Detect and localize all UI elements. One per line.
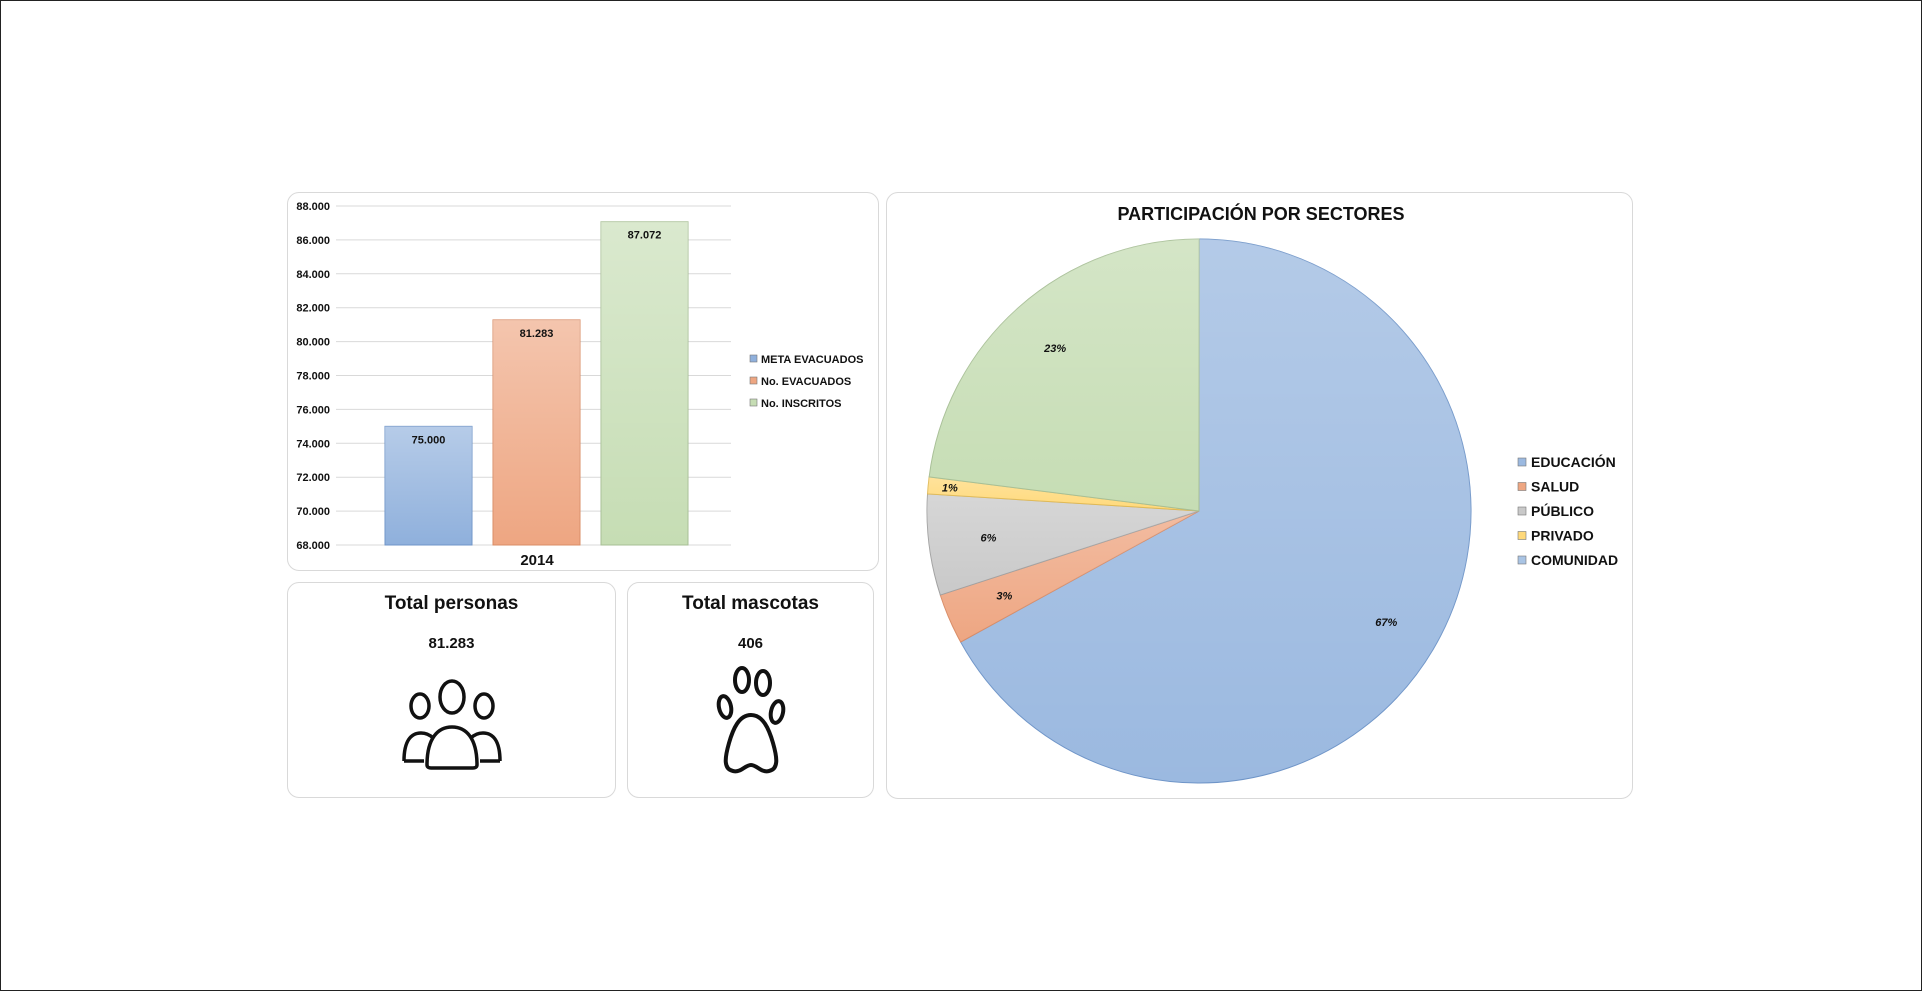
pie-legend-label: EDUCACIÓN — [1531, 453, 1616, 470]
total-persons-card: Total personas 81.283 — [287, 582, 616, 798]
pie-data-label: 1% — [942, 482, 958, 494]
pie-legend-label: PÚBLICO — [1531, 502, 1594, 519]
pie-legend-swatch — [1517, 555, 1527, 565]
y-tick-label: 86.000 — [296, 235, 330, 247]
total-persons-value: 81.283 — [428, 635, 475, 652]
bar-legend-label: No. EVACUADOS — [761, 376, 851, 388]
pie-legend-swatch — [1517, 531, 1527, 540]
pie-legend-swatch — [1517, 482, 1527, 491]
x-category-label: 2014 — [520, 552, 554, 569]
y-tick-label: 84.000 — [296, 269, 330, 281]
pie-slice-shine — [940, 511, 1199, 643]
people-group-icon — [402, 679, 502, 770]
total-pets-value: 406 — [737, 635, 764, 652]
bar-legend-swatch — [749, 398, 758, 407]
pie-data-label: 67% — [1375, 617, 1397, 629]
bar-chart: 68.000 70.000 72.000 74.000 76.000 78.000 80.0… — [296, 201, 863, 569]
bar-legend-swatch — [749, 354, 758, 363]
pie-chart: PARTICIPACIÓN POR SECTORES 67% 3% 6% 1% 23% E… — [926, 203, 1618, 784]
pie-chart-card: PARTICIPACIÓN POR SECTORES 67% 3% 6% 1% 23% E… — [886, 192, 1633, 799]
pie-legend-label: SALUD — [1531, 479, 1579, 495]
bar-data-label: 81.283 — [520, 328, 554, 340]
y-tick-label: 72.000 — [296, 472, 330, 484]
pie-slice-shine — [929, 239, 1199, 511]
bar-legend-label: No. INSCRITOS — [761, 398, 841, 410]
bar-shine — [601, 221, 688, 545]
bar-shine — [493, 319, 580, 545]
pie-slice-shine — [960, 239, 1472, 783]
pie-chart-title: PARTICIPACIÓN POR SECTORES — [1117, 203, 1404, 224]
y-tick-label: 74.000 — [296, 438, 330, 450]
pie-data-label: 6% — [981, 533, 997, 545]
paw-icon — [716, 666, 786, 774]
total-pets-card: Total mascotas 406 — [627, 582, 874, 798]
bar-shine — [385, 426, 472, 545]
bar-legend-swatch — [749, 376, 758, 385]
y-tick-label: 88.000 — [296, 201, 330, 213]
total-pets-title: Total mascotas — [682, 593, 819, 614]
pie-data-label: 3% — [996, 590, 1012, 602]
bar-chart-card: 68.000 70.000 72.000 74.000 76.000 78.000 80.0… — [287, 192, 879, 571]
bar-legend-label: META EVACUADOS — [761, 354, 863, 366]
y-tick-label: 80.000 — [296, 337, 330, 349]
pie-legend-swatch — [1517, 506, 1527, 516]
bar-data-label: 87.072 — [628, 230, 662, 242]
pie-legend-label: COMUNIDAD — [1531, 552, 1618, 568]
pie-legend-label: PRIVADO — [1531, 528, 1594, 544]
y-tick-label: 78.000 — [296, 371, 330, 383]
pie-slice-shine — [927, 493, 1199, 596]
y-tick-label: 70.000 — [296, 506, 330, 518]
y-tick-label: 68.000 — [296, 540, 330, 552]
pie-data-label: 23% — [1043, 343, 1066, 355]
pie-legend-swatch — [1517, 457, 1527, 467]
bar-data-label: 75.000 — [412, 434, 446, 446]
y-tick-label: 76.000 — [296, 404, 330, 416]
total-persons-title: Total personas — [384, 593, 519, 614]
y-tick-label: 82.000 — [296, 303, 330, 315]
